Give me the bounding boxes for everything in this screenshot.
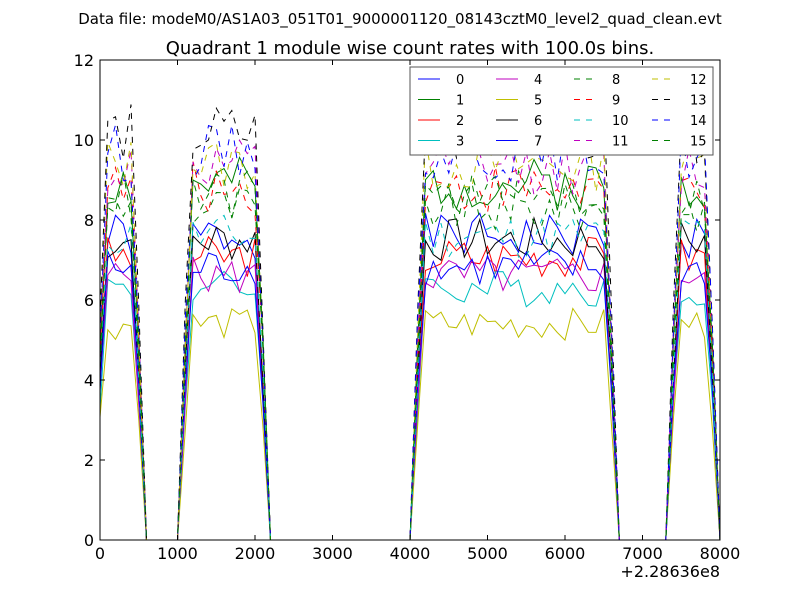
x-tick-label: 7000: [622, 544, 663, 563]
legend-label-5: 5: [534, 94, 542, 109]
series-line-7: [100, 249, 720, 540]
legend-label-14: 14: [690, 114, 707, 129]
legend-label-13: 13: [690, 94, 707, 109]
y-tick-label: 12: [74, 51, 94, 70]
legend-label-3: 3: [456, 135, 464, 150]
series-line-2: [100, 235, 720, 540]
series-line-12: [100, 135, 720, 540]
series-line-1: [100, 155, 720, 540]
legend-label-12: 12: [690, 73, 707, 88]
series-line-5: [100, 307, 720, 540]
legend-label-11: 11: [612, 135, 629, 150]
y-tick-label: 8: [84, 211, 94, 230]
x-tick-label: 6000: [545, 544, 586, 563]
legend-label-9: 9: [612, 94, 620, 109]
legend-label-7: 7: [534, 135, 542, 150]
suptitle: Data file: modeM0/AS1A03_051T01_90000011…: [78, 10, 722, 29]
x-tick-label: 8000: [700, 544, 741, 563]
legend-box: [409, 66, 714, 156]
y-tick-label: 2: [84, 451, 94, 470]
series-line-8: [100, 182, 720, 540]
x-tick-label: 0: [95, 544, 105, 563]
y-tick-label: 10: [74, 131, 94, 150]
x-tick-label: 3000: [312, 544, 353, 563]
legend-label-0: 0: [456, 73, 464, 88]
series-line-14: [100, 124, 720, 540]
y-tick-label: 6: [84, 291, 94, 310]
series-line-11: [100, 139, 720, 540]
series-line-13: [100, 101, 720, 540]
x-tick-label: 1000: [157, 544, 198, 563]
legend-label-1: 1: [456, 94, 464, 109]
legend-label-8: 8: [612, 73, 620, 88]
legend-label-15: 15: [690, 135, 707, 150]
series-line-3: [100, 270, 720, 540]
y-tick-label: 4: [84, 371, 94, 390]
series-line-15: [100, 169, 720, 540]
legend-label-4: 4: [534, 73, 542, 88]
series-layer: [100, 101, 720, 540]
series-line-9: [100, 161, 720, 540]
legend-label-6: 6: [534, 114, 542, 129]
chart-title: Quadrant 1 module wise count rates with …: [166, 38, 655, 59]
x-offset-label: +2.28636e8: [620, 562, 720, 581]
x-tick-label: 4000: [390, 544, 431, 563]
y-tick-label: 0: [84, 531, 94, 550]
x-tick-label: 2000: [235, 544, 276, 563]
legend-label-10: 10: [612, 114, 629, 129]
x-tick-label: 5000: [467, 544, 508, 563]
legend-label-2: 2: [456, 114, 464, 129]
axis-ticks: 0 1000 2000 3000 4000 5000 6000 7000 80000246810…: [74, 51, 741, 563]
